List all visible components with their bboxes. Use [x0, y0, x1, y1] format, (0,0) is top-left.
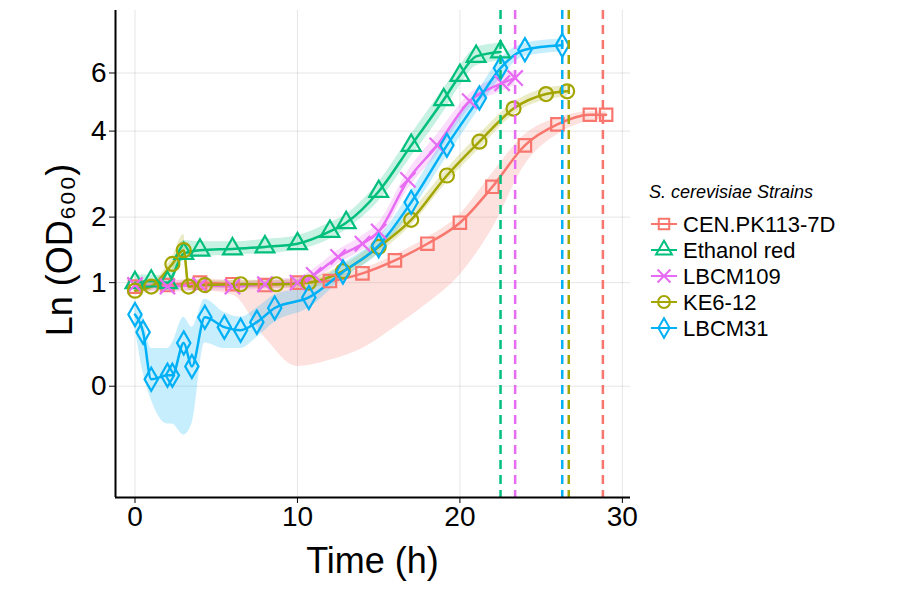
svg-text:KE6-12: KE6-12: [683, 290, 756, 315]
svg-text:10: 10: [282, 501, 313, 532]
svg-text:Ethanol red: Ethanol red: [683, 238, 796, 263]
html-text:Ln (OD₆₀₀): Ln (OD₆₀₀): [39, 163, 80, 337]
svg-text:LBCM109: LBCM109: [683, 264, 781, 289]
svg-text:0: 0: [91, 370, 107, 401]
svg-text:30: 30: [607, 501, 638, 532]
html-text:Time (h): Time (h): [306, 540, 439, 581]
svg-text:CEN.PK113-7D: CEN.PK113-7D: [683, 212, 835, 237]
svg-text:2: 2: [91, 201, 107, 232]
svg-text:20: 20: [444, 501, 475, 532]
svg-text:LBCM31: LBCM31: [683, 316, 769, 341]
svg-text:S. cerevisiae Strains: S. cerevisiae Strains: [649, 182, 813, 202]
svg-text:1: 1: [91, 267, 107, 298]
svg-text:6: 6: [91, 57, 107, 88]
svg-text:0: 0: [127, 501, 143, 532]
svg-text:4: 4: [91, 115, 107, 146]
